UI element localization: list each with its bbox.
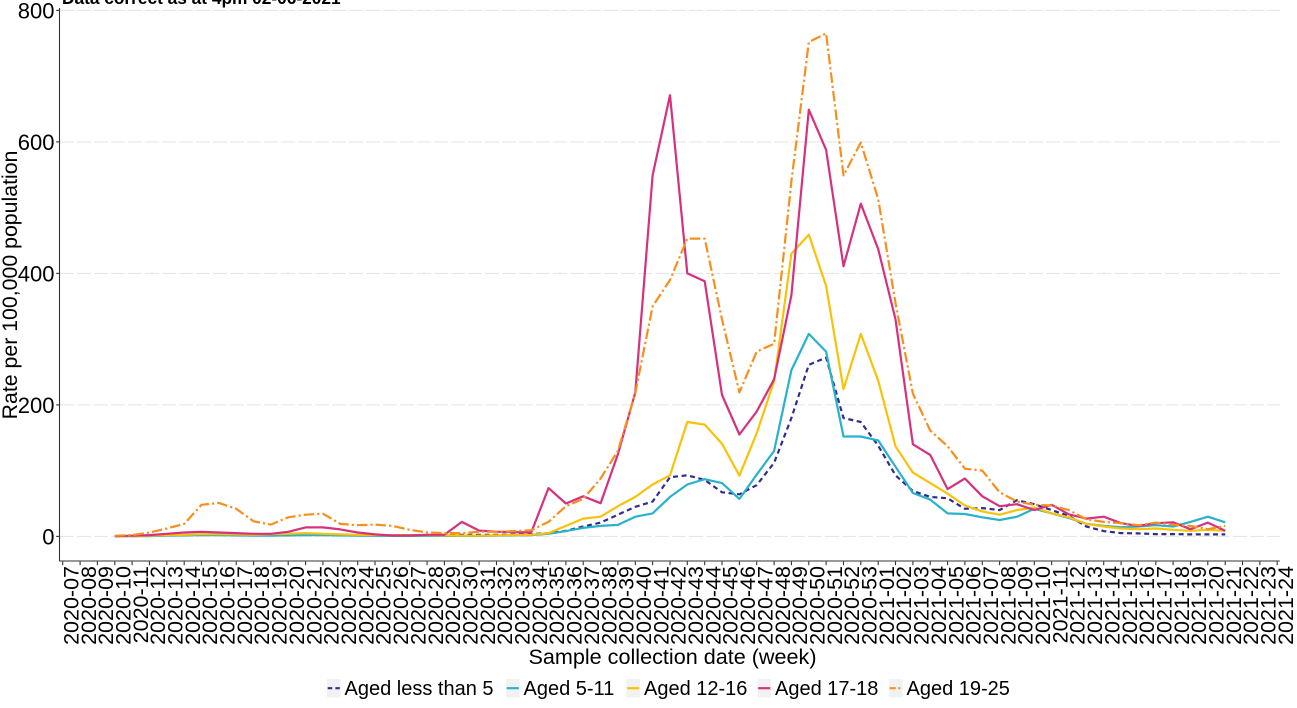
svg-text:2021-17: 2021-17 <box>1153 566 1177 645</box>
svg-text:2020-36: 2020-36 <box>563 566 587 645</box>
svg-text:2021-05: 2021-05 <box>944 566 968 645</box>
svg-text:2021-02: 2021-02 <box>892 566 916 645</box>
svg-text:2020-12: 2020-12 <box>146 566 170 645</box>
svg-text:2021-08: 2021-08 <box>996 566 1020 645</box>
svg-text:2021-13: 2021-13 <box>1083 566 1107 645</box>
svg-text:2020-49: 2020-49 <box>788 566 812 645</box>
svg-text:2021-04: 2021-04 <box>927 566 951 645</box>
svg-text:2020-29: 2020-29 <box>441 566 465 645</box>
svg-text:Data correct as at 4pm 02-06-2: Data correct as at 4pm 02-06-2021 <box>62 0 341 8</box>
svg-text:2020-10: 2020-10 <box>111 566 135 645</box>
svg-text:2020-24: 2020-24 <box>354 566 378 645</box>
svg-text:Aged 12-16: Aged 12-16 <box>644 678 747 700</box>
svg-text:2020-26: 2020-26 <box>389 566 413 645</box>
svg-text:2021-01: 2021-01 <box>875 566 899 645</box>
svg-text:Sample collection date (week): Sample collection date (week) <box>528 644 816 669</box>
svg-text:2020-19: 2020-19 <box>268 566 292 645</box>
svg-text:2020-44: 2020-44 <box>701 566 725 645</box>
svg-text:2020-14: 2020-14 <box>181 566 205 645</box>
svg-text:600: 600 <box>18 130 55 155</box>
svg-text:Rate per 100,000 population: Rate per 100,000 population <box>0 151 22 420</box>
svg-text:2021-11: 2021-11 <box>1048 566 1072 643</box>
svg-text:Aged 19-25: Aged 19-25 <box>907 678 1010 700</box>
svg-text:2020-27: 2020-27 <box>406 566 430 645</box>
svg-text:2021-19: 2021-19 <box>1187 566 1211 645</box>
svg-text:Aged 5-11: Aged 5-11 <box>524 678 615 700</box>
svg-text:2020-09: 2020-09 <box>94 566 118 645</box>
svg-text:Aged less than 5: Aged less than 5 <box>345 678 494 700</box>
svg-text:2020-15: 2020-15 <box>198 566 222 645</box>
svg-text:2020-23: 2020-23 <box>337 566 361 645</box>
svg-text:2020-50: 2020-50 <box>806 566 830 645</box>
svg-text:2020-39: 2020-39 <box>615 566 639 645</box>
svg-text:2020-53: 2020-53 <box>858 566 882 645</box>
svg-text:Aged 17-18: Aged 17-18 <box>775 678 878 700</box>
svg-text:2020-43: 2020-43 <box>684 566 708 645</box>
svg-text:2021-23: 2021-23 <box>1257 566 1281 645</box>
svg-text:800: 800 <box>18 0 55 24</box>
svg-text:2020-48: 2020-48 <box>771 566 795 645</box>
svg-text:2021-22: 2021-22 <box>1239 566 1263 645</box>
svg-text:200: 200 <box>18 393 55 418</box>
svg-text:2020-18: 2020-18 <box>250 566 274 645</box>
svg-text:2021-24: 2021-24 <box>1274 566 1297 645</box>
svg-text:2020-20: 2020-20 <box>285 566 309 645</box>
svg-text:2021-20: 2021-20 <box>1205 566 1229 645</box>
svg-text:2020-16: 2020-16 <box>216 566 240 645</box>
svg-text:2021-21: 2021-21 <box>1222 566 1246 645</box>
svg-text:2020-52: 2020-52 <box>840 566 864 645</box>
svg-text:2021-14: 2021-14 <box>1100 566 1124 645</box>
svg-text:2020-13: 2020-13 <box>164 566 188 645</box>
svg-text:2021-18: 2021-18 <box>1170 566 1194 645</box>
svg-text:2020-07: 2020-07 <box>59 566 83 645</box>
svg-text:2021-15: 2021-15 <box>1118 566 1142 645</box>
svg-text:2020-46: 2020-46 <box>736 566 760 645</box>
svg-text:2020-21: 2020-21 <box>302 566 326 645</box>
svg-text:2020-51: 2020-51 <box>823 566 847 645</box>
svg-text:0: 0 <box>42 525 54 550</box>
svg-text:2021-12: 2021-12 <box>1066 566 1090 645</box>
svg-text:2020-41: 2020-41 <box>649 566 673 645</box>
svg-text:2021-16: 2021-16 <box>1135 566 1159 645</box>
svg-text:2020-28: 2020-28 <box>424 566 448 645</box>
svg-text:2020-33: 2020-33 <box>511 566 535 645</box>
svg-text:2021-07: 2021-07 <box>979 566 1003 645</box>
svg-text:2020-47: 2020-47 <box>753 566 777 645</box>
svg-text:2021-06: 2021-06 <box>962 566 986 645</box>
svg-text:2020-17: 2020-17 <box>233 566 257 645</box>
svg-text:2020-30: 2020-30 <box>458 566 482 645</box>
svg-text:2020-32: 2020-32 <box>493 566 517 645</box>
svg-text:2021-03: 2021-03 <box>910 566 934 645</box>
svg-text:2020-42: 2020-42 <box>667 566 691 645</box>
svg-text:2020-31: 2020-31 <box>476 566 500 645</box>
svg-text:2020-35: 2020-35 <box>545 566 569 645</box>
svg-text:400: 400 <box>18 262 55 287</box>
svg-text:2020-45: 2020-45 <box>719 566 743 645</box>
svg-text:2020-40: 2020-40 <box>632 566 656 645</box>
svg-text:2021-10: 2021-10 <box>1031 566 1055 645</box>
svg-text:2020-38: 2020-38 <box>597 566 621 645</box>
svg-text:2020-25: 2020-25 <box>372 566 396 645</box>
svg-text:2020-22: 2020-22 <box>320 566 344 645</box>
svg-text:2020-11: 2020-11 <box>129 566 153 643</box>
svg-text:2020-34: 2020-34 <box>528 566 552 645</box>
svg-text:2021-09: 2021-09 <box>1014 566 1038 645</box>
svg-text:2020-08: 2020-08 <box>77 566 101 645</box>
svg-text:2020-37: 2020-37 <box>580 566 604 645</box>
